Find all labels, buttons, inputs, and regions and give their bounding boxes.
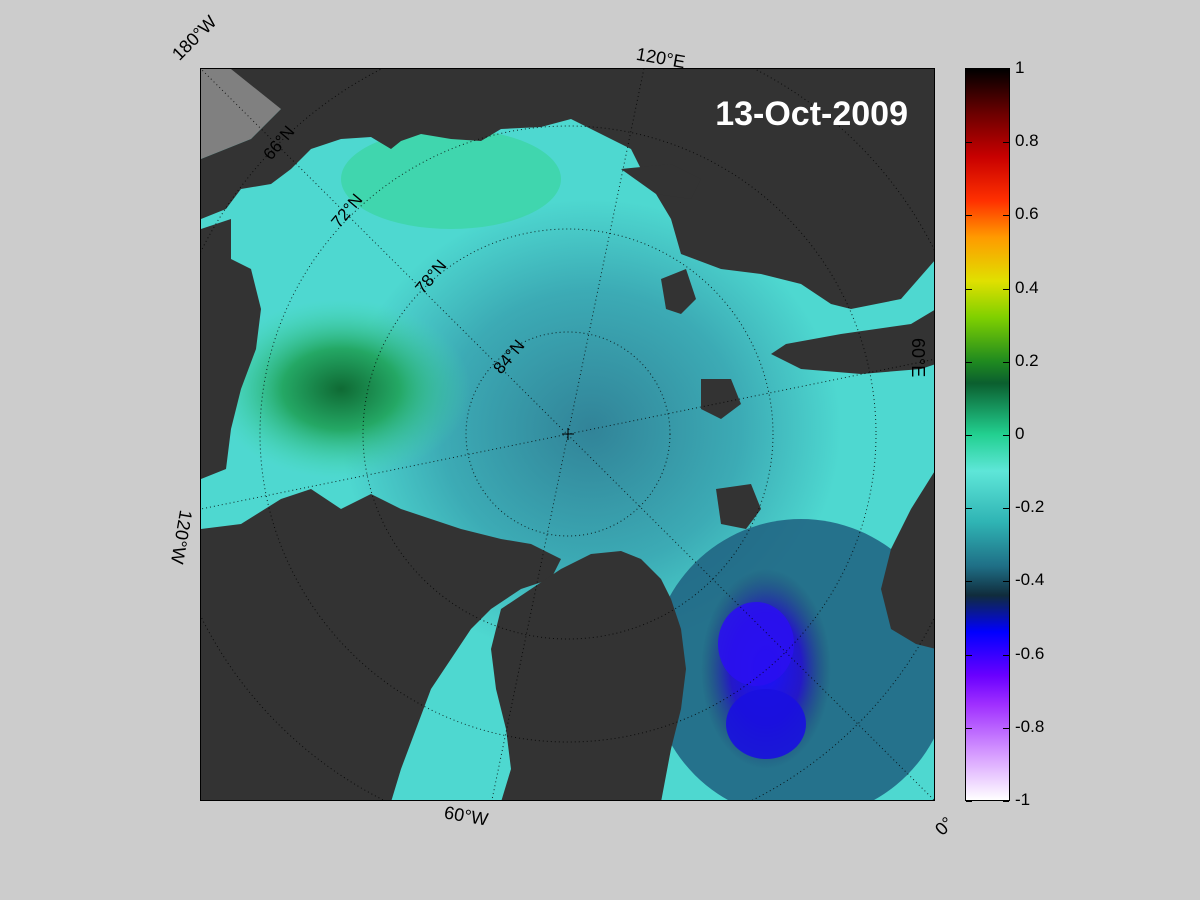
land-severnaya-zemlya: [661, 269, 696, 314]
colorbar-tick-mark: [1003, 215, 1009, 217]
lon-label-60e: 60°E: [908, 338, 928, 378]
colorbar-tick-mark: [1003, 727, 1009, 729]
colorbar-tick-mark: [966, 801, 972, 802]
land-svalbard: [716, 484, 761, 529]
colorbar-tick-mark: [1003, 361, 1009, 363]
colorbar-tick-label: -0.6: [1015, 643, 1045, 663]
colorbar-tick-mark: [966, 142, 972, 144]
colorbar-tick-mark: [966, 288, 972, 290]
colorbar-tick-label: 0: [1015, 424, 1025, 443]
colorbar-tick-label: 0.8: [1015, 131, 1039, 151]
colorbar-tick-mark: [966, 215, 972, 217]
colorbar-tick-label: 0.6: [1015, 204, 1039, 224]
arctic-map: 66°N 72°N 78°N 84°N: [201, 69, 934, 800]
colorbar-tick-mark: [1003, 435, 1009, 436]
colorbar-tick-mark: [966, 654, 972, 656]
colorbar-tick-mark: [966, 435, 972, 436]
land-alaska: [201, 219, 261, 479]
colorbar-tick-label: -0.2: [1015, 497, 1045, 517]
land-siberia: [201, 69, 934, 309]
colorbar-tick-mark: [1003, 69, 1009, 70]
land-novaya-zemlya: [771, 310, 934, 374]
land-franz-josef: [701, 379, 741, 419]
colorbar-tick-mark: [966, 508, 972, 510]
lon-label-120w: 120°W: [166, 508, 196, 566]
colorbar-tick-mark: [1003, 142, 1009, 144]
colorbar-tick-mark: [1003, 581, 1009, 583]
positive-anomaly-region-2: [341, 129, 561, 229]
colorbar-tick-mark: [966, 69, 972, 70]
colorbar-tick-label: -0.8: [1015, 716, 1045, 736]
colorbar-tick-label: -0.4: [1015, 570, 1045, 590]
lon-label-60w: 60°W: [442, 802, 490, 830]
lon-label-0: 0°: [931, 812, 958, 840]
negative-anomaly-core-2: [726, 689, 806, 759]
date-label: 13-Oct-2009: [715, 95, 908, 133]
colorbar-tick-mark: [1003, 801, 1009, 802]
land-greenland: [491, 551, 686, 800]
positive-anomaly-region: [211, 299, 471, 479]
map-panel: 66°N 72°N 78°N 84°N 13-Oct-2009: [200, 68, 935, 801]
colorbar-tick-label: 0.4: [1015, 277, 1039, 297]
land-taymyr: [621, 164, 701, 199]
north-pole-marker: [562, 428, 574, 440]
colorbar-tick-label: 1: [1015, 58, 1025, 77]
colorbar-tick-mark: [966, 581, 972, 583]
lon-label-180w: 180°W: [168, 11, 221, 65]
colorbar-tick-mark: [1003, 654, 1009, 656]
graticule: [201, 69, 934, 800]
negative-anomaly-core: [718, 602, 794, 686]
colorbar-tick-label: 0.2: [1015, 350, 1039, 370]
colorbar-tick-mark: [966, 361, 972, 363]
colorbar-tick-mark: [1003, 288, 1009, 290]
colorbar-tick-mark: [1003, 508, 1009, 510]
land-scandinavia: [881, 472, 934, 649]
colorbar-tick-label: -1: [1015, 790, 1031, 809]
land-canada: [201, 489, 561, 800]
colorbar: [965, 68, 1010, 802]
colorbar-tick-mark: [966, 727, 972, 729]
